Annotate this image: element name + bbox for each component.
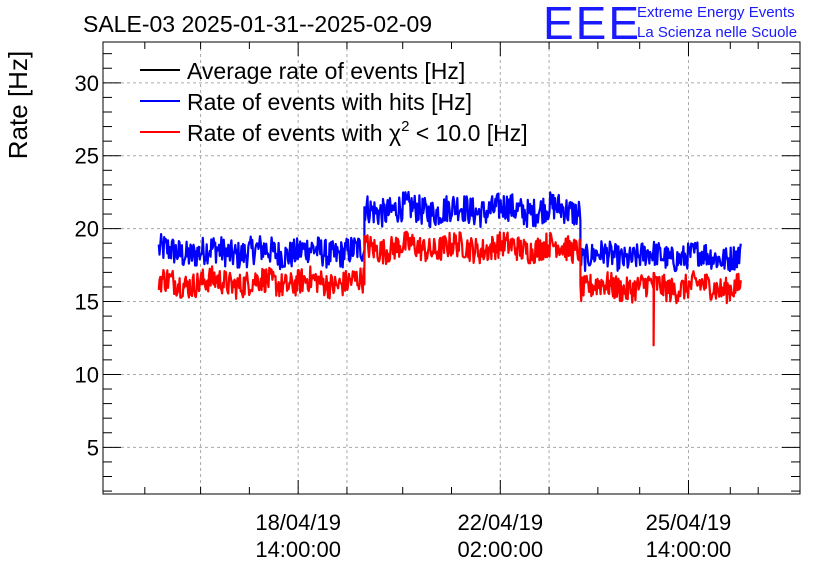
legend-entry: Rate of events with hits [Hz]	[187, 89, 472, 115]
x-tick-label: 02:00:00	[457, 537, 543, 562]
series-line-1	[157, 190, 742, 273]
logo-line-1: Extreme Energy Events	[637, 4, 795, 21]
y-axis-label: Rate [Hz]	[3, 51, 33, 159]
y-tick-label: 15	[75, 290, 99, 315]
x-tick-label: 18/04/19	[255, 510, 341, 535]
y-tick-label: 30	[75, 71, 99, 96]
legend: Average rate of events [Hz] Rate of event…	[140, 58, 528, 146]
grid	[103, 42, 800, 494]
x-tick-label: 25/04/19	[646, 510, 732, 535]
series-line-2	[157, 230, 742, 347]
logo-line-2: La Scienza nelle Scuole	[637, 24, 798, 41]
x-tick-label: 22/04/19	[457, 510, 543, 535]
legend-entry: Rate of events with χ2 < 10.0 [Hz]	[187, 118, 528, 146]
y-tick-label: 10	[75, 362, 99, 387]
axes: 5101520253018/04/1914:00:0022/04/1902:00…	[75, 42, 800, 562]
y-tick-label: 20	[75, 217, 99, 242]
y-tick-label: 25	[75, 144, 99, 169]
eee-logo: EEE	[543, 0, 642, 49]
y-tick-label: 5	[87, 435, 99, 460]
chart-title: SALE-03 2025-01-31--2025-02-09	[83, 11, 432, 37]
x-tick-label: 14:00:00	[255, 537, 341, 562]
legend-entry: Average rate of events [Hz]	[187, 58, 465, 84]
data-series	[157, 190, 742, 347]
x-tick-label: 14:00:00	[646, 537, 732, 562]
